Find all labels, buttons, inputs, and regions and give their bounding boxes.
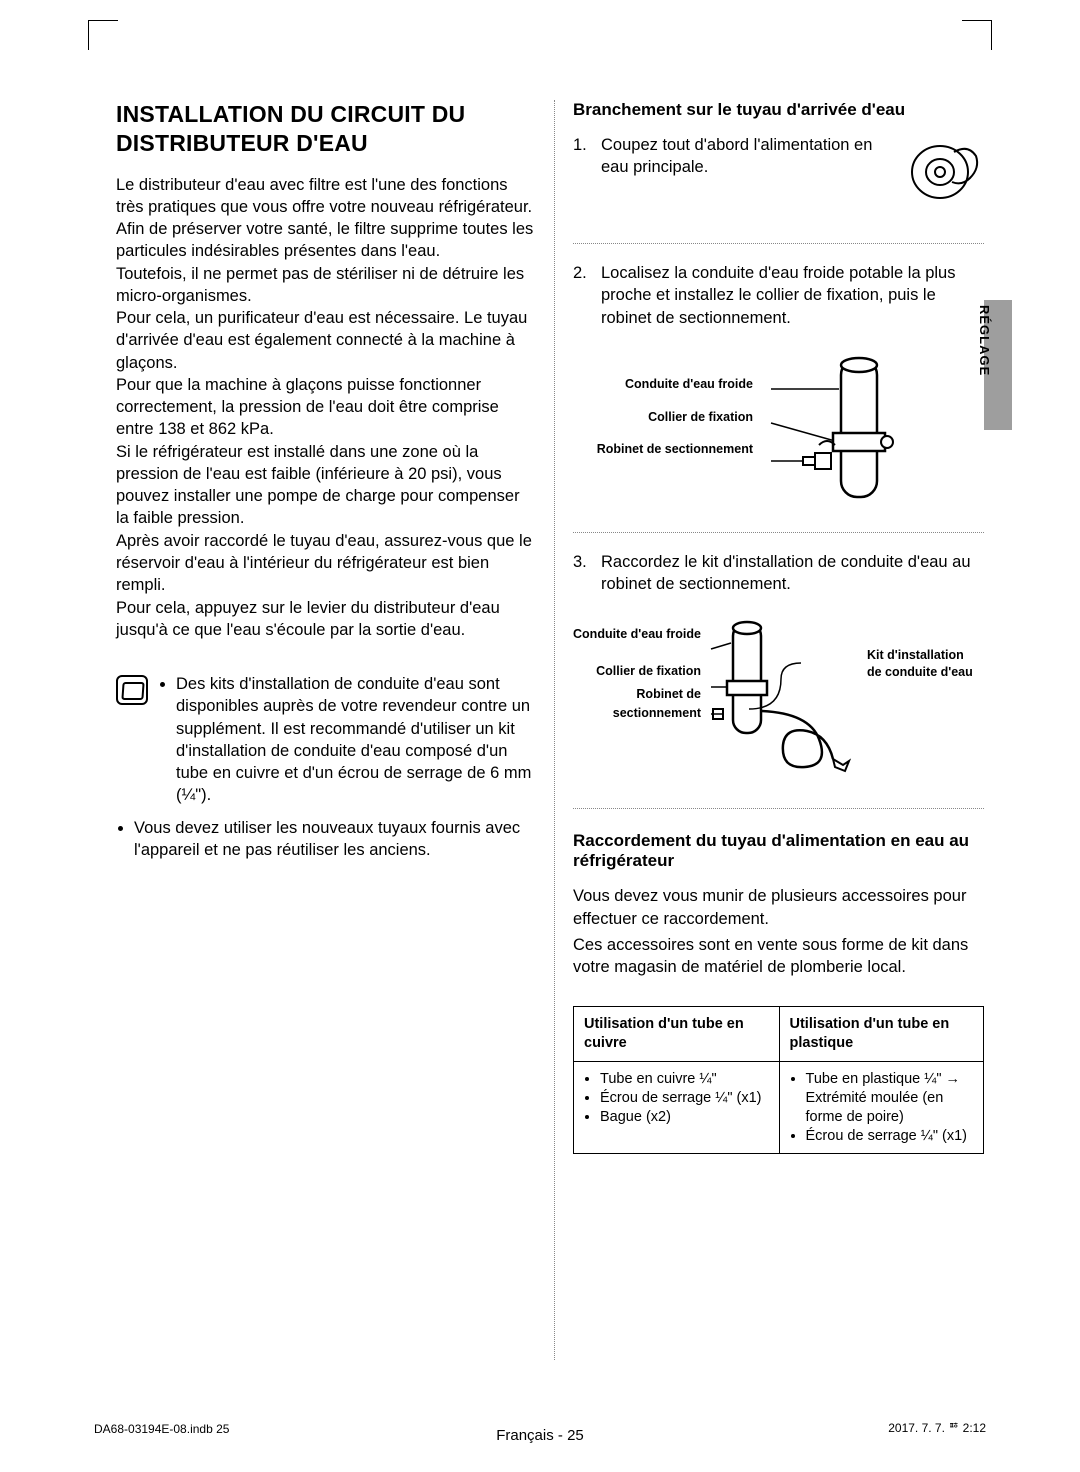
divider-2 — [573, 532, 984, 533]
copper-item-3: Bague (x2) — [600, 1108, 769, 1127]
left-column: INSTALLATION DU CIRCUIT DU DISTRIBUTEUR … — [116, 100, 536, 1360]
figure-valve-hand — [896, 134, 984, 215]
plastic-item-1: Tube en plastique ¼" → Extrémité moulée … — [806, 1070, 974, 1127]
label-valve: Robinet de sectionnement — [573, 440, 753, 459]
note-item-1: Des kits d'installation de conduite d'ea… — [176, 673, 536, 807]
label-cold-pipe: Conduite d'eau froide — [573, 375, 753, 394]
figure-3-label-right: Kit d'installation de conduite d'eau — [867, 619, 977, 680]
para-3: Toutefois, il ne permet pas de stérilise… — [116, 265, 524, 305]
table-cell-plastic: Tube en plastique ¼" → Extrémité moulée … — [779, 1062, 984, 1153]
crop-mark-tl — [88, 20, 118, 50]
para-6: Si le réfrigérateur est installé dans un… — [116, 443, 520, 528]
note-list: Des kits d'installation de conduite d'ea… — [158, 673, 536, 813]
note-item-2: Vous devez utiliser les nouveaux tuyaux … — [134, 817, 536, 862]
table-header-1: Utilisation d'un tube en cuivre — [574, 1007, 779, 1062]
figure-step-3: Conduite d'eau froide Collier de fixatio… — [573, 619, 984, 784]
crop-mark-tr — [962, 20, 992, 50]
divider-3 — [573, 808, 984, 809]
plastic-item-2: Écrou de serrage ¼" (x1) — [806, 1127, 974, 1146]
figure-3-svg — [709, 619, 859, 784]
step-1-text: Coupez tout d'abord l'alimentation en ea… — [601, 134, 896, 179]
subheading-1: Branchement sur le tuyau d'arrivée d'eau — [573, 100, 984, 120]
step-2-text: Localisez la conduite d'eau froide potab… — [601, 262, 984, 329]
copper-item-1: Tube en cuivre ¼" — [600, 1070, 769, 1089]
accessories-table: Utilisation d'un tube en cuivre Utilisat… — [573, 1006, 984, 1154]
figure-step-2: Conduite d'eau froide Collier de fixatio… — [573, 353, 984, 508]
right-para-2: Ces accessoires sont en vente sous forme… — [573, 934, 984, 979]
copper-item-2: Écrou de serrage ¼" (x1) — [600, 1089, 769, 1108]
para-1: Le distributeur d'eau avec filtre est l'… — [116, 176, 532, 216]
para-7: Après avoir raccordé le tuyau d'eau, ass… — [116, 532, 532, 595]
step-1-row: 1. Coupez tout d'abord l'alimentation en… — [573, 134, 984, 215]
intro-paragraphs: Le distributeur d'eau avec filtre est l'… — [116, 174, 536, 642]
step-1: 1. Coupez tout d'abord l'alimentation en… — [573, 134, 896, 179]
page-footer-right: 2017. 7. 7. ᄑᄒ 2:12 — [888, 1419, 986, 1436]
right-column: RÉGLAGE Branchement sur le tuyau d'arriv… — [554, 100, 984, 1360]
main-heading: INSTALLATION DU CIRCUIT DU DISTRIBUTEUR … — [116, 100, 536, 158]
table-cell-copper: Tube en cuivre ¼" Écrou de serrage ¼" (x… — [574, 1062, 779, 1153]
label3-cold: Conduite d'eau froide — [573, 625, 701, 644]
table-body-row: Tube en cuivre ¼" Écrou de serrage ¼" (x… — [574, 1062, 983, 1153]
right-para-1: Vous devez vous munir de plusieurs acces… — [573, 885, 984, 930]
step-2-num: 2. — [573, 262, 593, 329]
step-3-num: 3. — [573, 551, 593, 596]
para-8: Pour cela, appuyez sur le levier du dist… — [116, 599, 500, 639]
note-block: Des kits d'installation de conduite d'ea… — [116, 673, 536, 813]
para-4: Pour cela, un purificateur d'eau est néc… — [116, 309, 527, 372]
step-3: 3. Raccordez le kit d'installation de co… — [573, 551, 984, 596]
divider-1 — [573, 243, 984, 244]
step-2: 2. Localisez la conduite d'eau froide po… — [573, 262, 984, 329]
subheading-2: Raccordement du tuyau d'alimentation en … — [573, 831, 984, 871]
para-5: Pour que la machine à glaçons puisse fon… — [116, 376, 499, 439]
figure-3-labels-left: Conduite d'eau froide Collier de fixatio… — [573, 619, 701, 722]
label-clamp: Collier de fixation — [573, 408, 753, 427]
para-2: Afin de préserver votre santé, le filtre… — [116, 220, 533, 260]
note-list-2: Vous devez utiliser les nouveaux tuyaux … — [116, 817, 536, 868]
label3-clamp: Collier de fixation — [573, 662, 701, 681]
label3-valve: Robinet de sectionnement — [573, 685, 701, 723]
step-3-text: Raccordez le kit d'installation de condu… — [601, 551, 984, 596]
figure-2-labels: Conduite d'eau froide Collier de fixatio… — [573, 353, 753, 508]
step-1-num: 1. — [573, 134, 593, 179]
note-icon — [116, 675, 148, 705]
table-header-2: Utilisation d'un tube en plastique — [779, 1007, 984, 1062]
table-header-row: Utilisation d'un tube en cuivre Utilisat… — [574, 1007, 983, 1062]
side-tab-label: RÉGLAGE — [977, 305, 992, 376]
page-content: INSTALLATION DU CIRCUIT DU DISTRIBUTEUR … — [116, 100, 984, 1360]
page-footer-left: DA68-03194E-08.indb 25 — [94, 1422, 229, 1436]
figure-2-svg — [759, 353, 909, 508]
